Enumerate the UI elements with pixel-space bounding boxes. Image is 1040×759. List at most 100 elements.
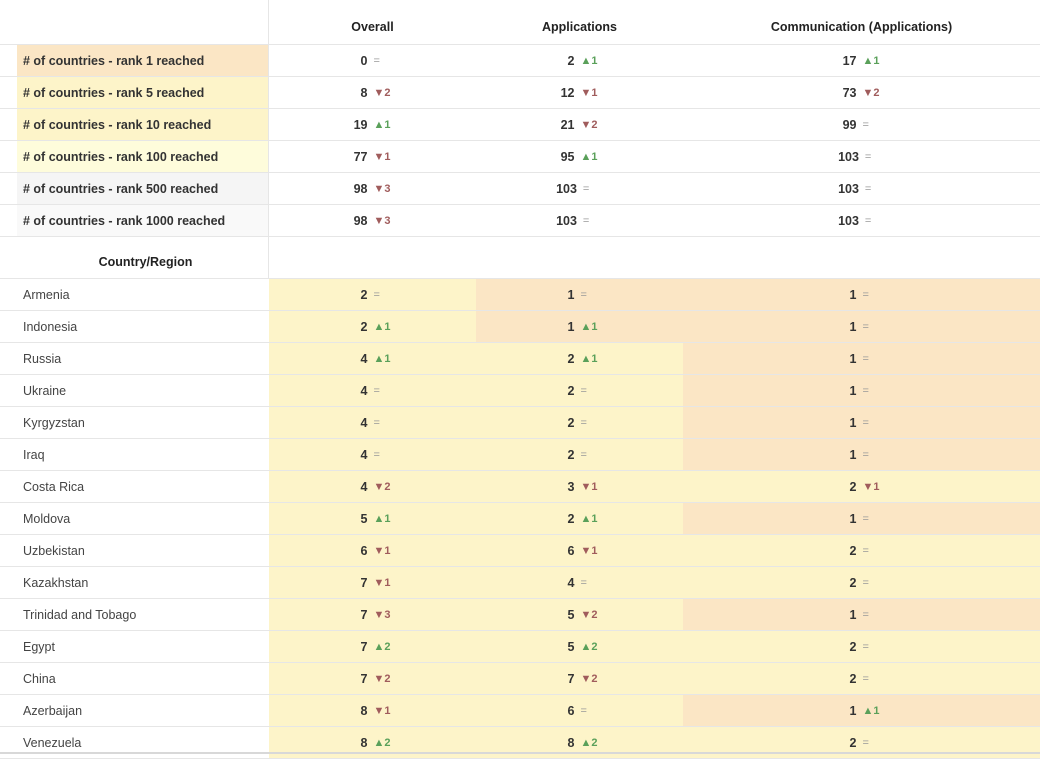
metric-label: # of countries - rank 1000 reached [17,205,269,236]
rank-unchanged-indicator: = [862,544,869,557]
rank-value: 7 [360,671,368,686]
rank-down-indicator: ▼1 [373,544,391,557]
country-row[interactable]: Uzbekistan 6 ▼1 6 ▼1 2 = [0,535,1040,567]
applications-cell: 5 ▼2 [476,599,683,630]
rank-up-indicator: ▲1 [580,54,598,67]
country-row[interactable]: Venezuela 8 ▲2 8 ▲2 2 = [0,727,1040,759]
country-row[interactable]: Trinidad and Tobago 7 ▼3 5 ▼2 1 = [0,599,1040,631]
country-name[interactable]: Egypt [23,639,55,654]
rank-value: 103 [838,213,859,228]
country-name[interactable]: Armenia [23,287,70,302]
communication-cell: 2 = [683,631,1040,662]
country-name[interactable]: Uzbekistan [23,543,85,558]
country-row[interactable]: Ukraine 4 = 2 = 1 = [0,375,1040,407]
country-row[interactable]: China 7 ▼2 7 ▼2 2 = [0,663,1040,695]
overall-cell: 7 ▼1 [269,567,476,598]
column-header-overall[interactable]: Overall [351,20,394,34]
column-header-communication[interactable]: Communication (Applications) [770,20,953,34]
rank-value: 1 [849,511,857,526]
rank-down-indicator: ▼2 [580,608,598,621]
communication-cell: 1 = [683,599,1040,630]
rank-up-indicator: ▲2 [373,640,391,653]
rank-down-indicator: ▼2 [373,672,391,685]
header-corner [17,0,269,44]
rank-value: 103 [838,149,859,164]
rank-up-indicator: ▲1 [862,704,880,717]
rank-unchanged-indicator: = [580,704,587,717]
rank-up-indicator: ▲1 [580,320,598,333]
communication-cell: 1 = [683,503,1040,534]
country-name[interactable]: Ukraine [23,383,67,398]
country-row[interactable]: Russia 4 ▲1 2 ▲1 1 = [0,343,1040,375]
country-name[interactable]: Costa Rica [23,479,85,494]
communication-cell: 103 = [683,173,1040,204]
rank-unchanged-indicator: = [862,416,869,429]
country-name[interactable]: Iraq [23,447,45,462]
communication-cell: 2 = [683,567,1040,598]
rank-value: 98 [353,213,368,228]
country-row[interactable]: Azerbaijan 8 ▼1 6 = 1 ▲1 [0,695,1040,727]
country-row[interactable]: Egypt 7 ▲2 5 ▲2 2 = [0,631,1040,663]
column-header-applications[interactable]: Applications [541,20,617,34]
country-name[interactable]: China [23,671,56,686]
rank-value: 1 [849,383,857,398]
rank-value: 2 [849,543,857,558]
applications-cell: 1 = [476,279,683,310]
rank-value: 77 [353,149,368,164]
rank-unchanged-indicator: = [580,416,587,429]
rank-value: 2 [849,735,857,750]
rank-value: 103 [838,181,859,196]
rank-value: 95 [560,149,575,164]
rank-unchanged-indicator: = [864,150,872,163]
country-row[interactable]: Kyrgyzstan 4 = 2 = 1 = [0,407,1040,439]
country-row[interactable]: Iraq 4 = 2 = 1 = [0,439,1040,471]
communication-cell: 17 ▲1 [683,45,1040,76]
country-name[interactable]: Venezuela [23,735,82,750]
rank-value: 2 [849,479,857,494]
country-name[interactable]: Trinidad and Tobago [23,607,137,622]
country-name[interactable]: Moldova [23,511,71,526]
rank-value: 3 [567,479,575,494]
country-row[interactable]: Moldova 5 ▲1 2 ▲1 1 = [0,503,1040,535]
section-blank [476,237,683,278]
country-row[interactable]: Costa Rica 4 ▼2 3 ▼1 2 ▼1 [0,471,1040,503]
country-name[interactable]: Azerbaijan [23,703,83,718]
overall-cell: 98 ▼3 [269,173,476,204]
overall-cell: 19 ▲1 [269,109,476,140]
rank-down-indicator: ▼3 [373,214,391,227]
rank-value: 73 [842,85,857,100]
country-row[interactable]: Kazakhstan 7 ▼1 4 = 2 = [0,567,1040,599]
rank-value: 1 [849,415,857,430]
country-name[interactable]: Russia [23,351,62,366]
rank-value: 6 [567,543,575,558]
applications-cell: 2 = [476,407,683,438]
rank-value: 6 [567,703,575,718]
rank-unchanged-indicator: = [582,214,590,227]
communication-cell: 2 = [683,663,1040,694]
country-row[interactable]: Armenia 2 = 1 = 1 = [0,279,1040,311]
rank-value: 8 [360,85,368,100]
rank-value: 2 [849,639,857,654]
rank-unchanged-indicator: = [862,288,869,301]
communication-cell: 1 = [683,375,1040,406]
rank-value: 1 [849,703,857,718]
applications-cell: 6 = [476,695,683,726]
country-name[interactable]: Kazakhstan [23,575,89,590]
country-name[interactable]: Kyrgyzstan [23,415,85,430]
rank-value: 2 [567,383,575,398]
overall-cell: 7 ▼3 [269,599,476,630]
rank-down-indicator: ▼3 [373,608,391,621]
rank-value: 4 [360,415,368,430]
metric-label: # of countries - rank 500 reached [17,173,269,204]
rank-value: 1 [849,607,857,622]
country-row[interactable]: Indonesia 2 ▲1 1 ▲1 1 = [0,311,1040,343]
rank-up-indicator: ▲1 [373,352,391,365]
applications-cell: 7 ▼2 [476,663,683,694]
rank-unchanged-indicator: = [373,384,380,397]
rank-value: 6 [360,543,368,558]
rank-value: 4 [360,479,368,494]
applications-cell: 21 ▼2 [476,109,683,140]
rank-value: 1 [849,351,857,366]
metric-row: # of countries - rank 1000 reached 98 ▼3 10… [0,205,1040,237]
country-name[interactable]: Indonesia [23,319,78,334]
